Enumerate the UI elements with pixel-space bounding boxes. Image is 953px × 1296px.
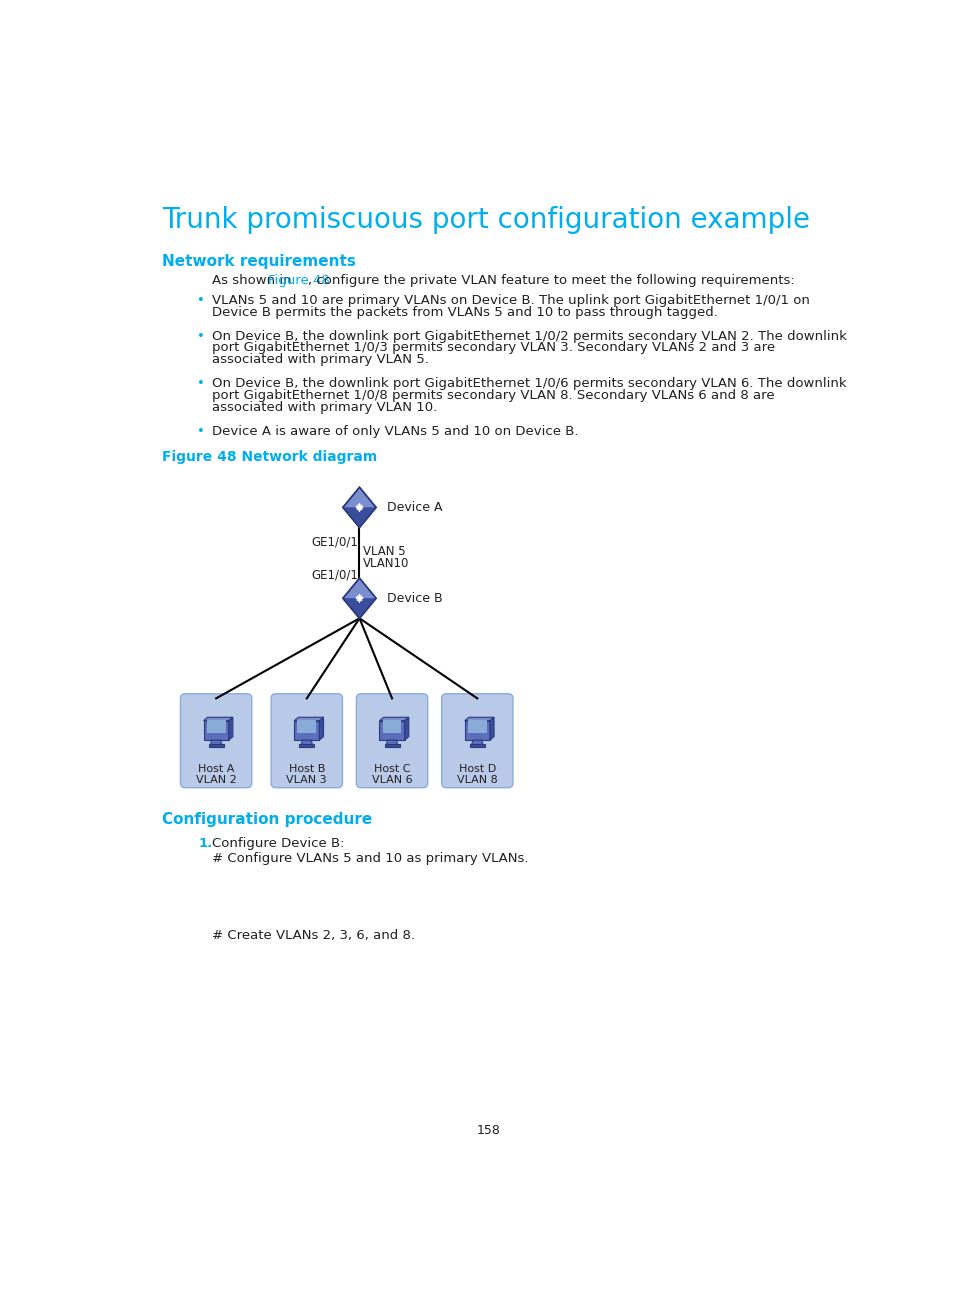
Text: Device A: Device A <box>387 502 442 515</box>
Text: Figure 48: Figure 48 <box>268 273 330 288</box>
Text: 1.: 1. <box>198 837 213 850</box>
FancyBboxPatch shape <box>469 744 484 748</box>
Text: Trunk promiscuous port configuration example: Trunk promiscuous port configuration exa… <box>162 206 809 235</box>
FancyBboxPatch shape <box>203 721 229 740</box>
FancyBboxPatch shape <box>384 744 399 748</box>
Polygon shape <box>301 740 313 745</box>
FancyBboxPatch shape <box>207 721 225 732</box>
FancyBboxPatch shape <box>297 721 315 732</box>
Text: VLAN 6: VLAN 6 <box>372 775 412 784</box>
Polygon shape <box>319 717 323 740</box>
Text: On Device B, the downlink port GigabitEthernet 1/0/6 permits secondary VLAN 6. T: On Device B, the downlink port GigabitEt… <box>212 377 846 390</box>
Polygon shape <box>343 487 375 527</box>
FancyBboxPatch shape <box>356 693 427 788</box>
Text: Device B permits the packets from VLANs 5 and 10 to pass through tagged.: Device B permits the packets from VLANs … <box>212 306 718 319</box>
Text: Figure 48 Network diagram: Figure 48 Network diagram <box>162 450 376 464</box>
Text: # Configure VLANs 5 and 10 as primary VLANs.: # Configure VLANs 5 and 10 as primary VL… <box>212 853 528 866</box>
Text: VLANs 5 and 10 are primary VLANs on Device B. The uplink port GigabitEthernet 1/: VLANs 5 and 10 are primary VLANs on Devi… <box>212 294 809 307</box>
Text: Configure Device B:: Configure Device B: <box>212 837 344 850</box>
Text: Device A is aware of only VLANs 5 and 10 on Device B.: Device A is aware of only VLANs 5 and 10… <box>212 425 578 438</box>
FancyBboxPatch shape <box>271 693 342 788</box>
FancyBboxPatch shape <box>441 693 513 788</box>
Text: VLAN 3: VLAN 3 <box>286 775 327 784</box>
Text: Network requirements: Network requirements <box>162 254 355 270</box>
Polygon shape <box>343 578 375 599</box>
Text: •: • <box>196 294 204 307</box>
Text: •: • <box>196 425 204 438</box>
Polygon shape <box>464 717 494 721</box>
Text: VLAN 5: VLAN 5 <box>362 546 405 559</box>
Text: •: • <box>196 377 204 390</box>
Text: 158: 158 <box>476 1124 500 1137</box>
Polygon shape <box>343 487 375 508</box>
Polygon shape <box>471 740 482 745</box>
Polygon shape <box>294 717 323 721</box>
Text: •: • <box>196 329 204 342</box>
Text: Device B: Device B <box>387 592 442 605</box>
Text: associated with primary VLAN 5.: associated with primary VLAN 5. <box>212 354 429 367</box>
Text: VLAN 2: VLAN 2 <box>195 775 236 784</box>
Polygon shape <box>203 717 233 721</box>
Text: port GigabitEthernet 1/0/8 permits secondary VLAN 8. Secondary VLANs 6 and 8 are: port GigabitEthernet 1/0/8 permits secon… <box>212 389 774 402</box>
Polygon shape <box>211 740 222 745</box>
FancyBboxPatch shape <box>294 721 319 740</box>
Polygon shape <box>379 717 409 721</box>
FancyBboxPatch shape <box>464 721 489 740</box>
Text: # Create VLANs 2, 3, 6, and 8.: # Create VLANs 2, 3, 6, and 8. <box>212 929 415 942</box>
Text: GE1/0/1: GE1/0/1 <box>311 568 358 581</box>
Polygon shape <box>343 578 375 618</box>
FancyBboxPatch shape <box>180 693 252 788</box>
Text: As shown in: As shown in <box>212 273 295 288</box>
Text: Host A: Host A <box>197 763 234 774</box>
Polygon shape <box>343 599 375 618</box>
Polygon shape <box>229 717 233 740</box>
Text: , configure the private VLAN feature to meet the following requirements:: , configure the private VLAN feature to … <box>308 273 794 288</box>
Text: On Device B, the downlink port GigabitEthernet 1/0/2 permits secondary VLAN 2. T: On Device B, the downlink port GigabitEt… <box>212 329 846 342</box>
Text: GE1/0/1: GE1/0/1 <box>311 537 358 550</box>
FancyBboxPatch shape <box>299 744 314 748</box>
Polygon shape <box>343 508 375 527</box>
Polygon shape <box>404 717 409 740</box>
Text: VLAN 8: VLAN 8 <box>456 775 497 784</box>
Polygon shape <box>489 717 494 740</box>
Text: Host D: Host D <box>458 763 496 774</box>
FancyBboxPatch shape <box>379 721 404 740</box>
Text: VLAN10: VLAN10 <box>362 557 409 570</box>
Polygon shape <box>386 740 397 745</box>
Text: associated with primary VLAN 10.: associated with primary VLAN 10. <box>212 402 437 415</box>
Text: Host B: Host B <box>289 763 325 774</box>
Text: Host C: Host C <box>374 763 410 774</box>
FancyBboxPatch shape <box>467 721 486 732</box>
Text: port GigabitEthernet 1/0/3 permits secondary VLAN 3. Secondary VLANs 2 and 3 are: port GigabitEthernet 1/0/3 permits secon… <box>212 341 775 355</box>
Text: Configuration procedure: Configuration procedure <box>162 813 372 827</box>
FancyBboxPatch shape <box>382 721 401 732</box>
FancyBboxPatch shape <box>209 744 223 748</box>
